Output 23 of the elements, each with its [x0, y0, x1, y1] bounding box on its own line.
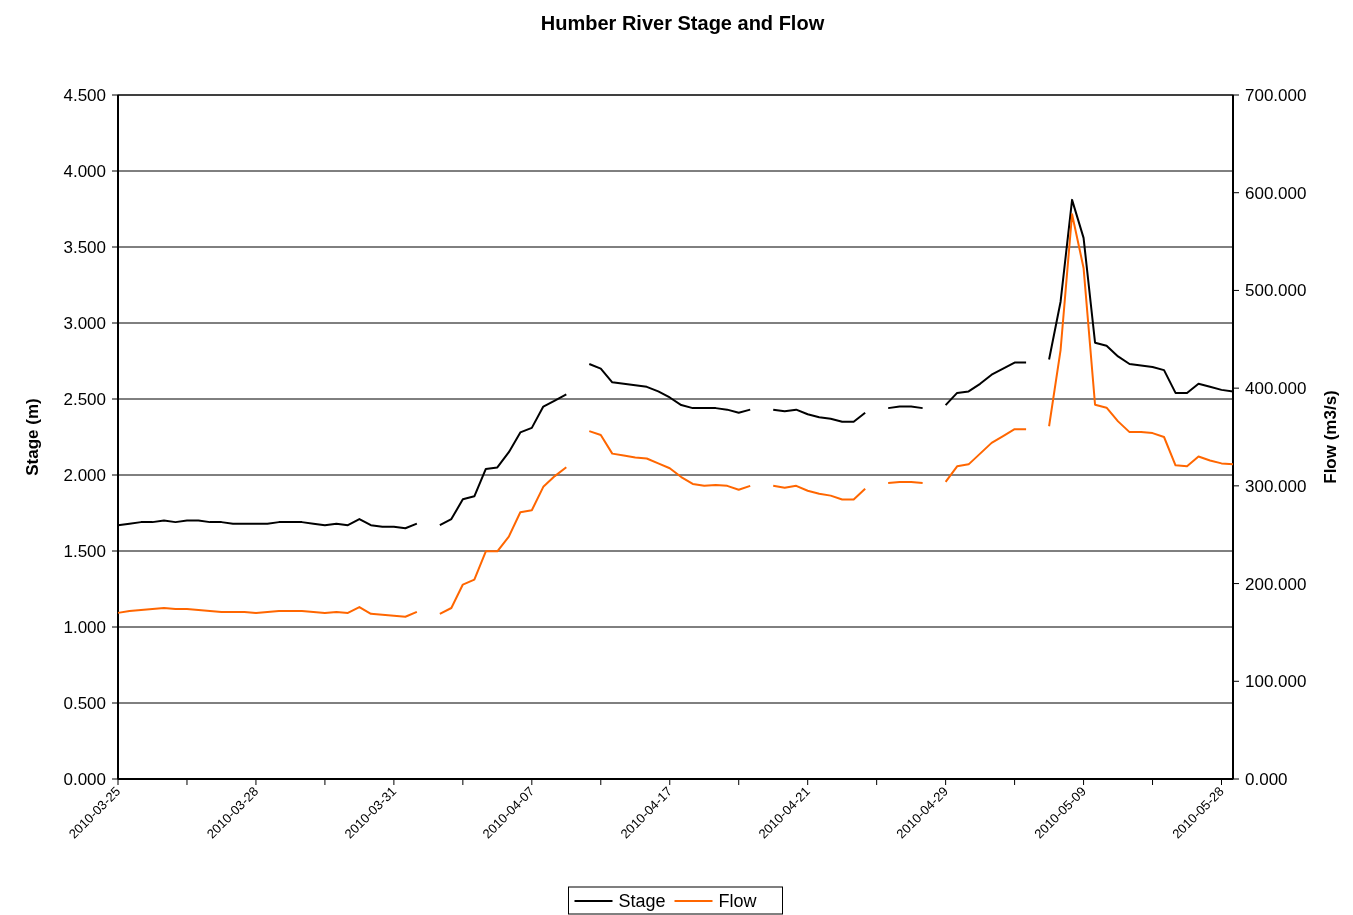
- y2-tick-label: 500.000: [1245, 281, 1307, 301]
- y-tick-label: 0.500: [63, 693, 106, 713]
- y2-tick-label: 200.000: [1245, 574, 1307, 594]
- y2-tick-label: 100.000: [1245, 672, 1307, 692]
- y-tick-label: 0.000: [63, 769, 106, 789]
- y2-tick-label: 400.000: [1245, 379, 1307, 399]
- y2-tick-label: 300.000: [1245, 476, 1307, 496]
- y-tick-label: 3.000: [63, 313, 106, 333]
- y2-tick-label: 0.000: [1245, 769, 1288, 789]
- y-tick-label: 4.000: [63, 161, 106, 181]
- y-tick-label: 3.500: [63, 237, 106, 257]
- y2-tick-label: 600.000: [1245, 183, 1307, 203]
- y-tick-label: 1.500: [63, 541, 106, 561]
- legend-label: Stage: [618, 891, 666, 912]
- y2-tick-label: 700.000: [1245, 85, 1307, 105]
- y-tick-label: 2.500: [63, 389, 106, 409]
- y-tick-label: 4.500: [63, 85, 106, 105]
- legend-label: Flow: [718, 891, 758, 912]
- y2-axis-title: Flow (m3/s): [1321, 390, 1340, 484]
- y-tick-label: 1.000: [63, 617, 106, 637]
- chart-title: Humber River Stage and Flow: [540, 12, 825, 34]
- y-axis-title: Stage (m): [23, 398, 42, 476]
- y-tick-label: 2.000: [63, 465, 106, 485]
